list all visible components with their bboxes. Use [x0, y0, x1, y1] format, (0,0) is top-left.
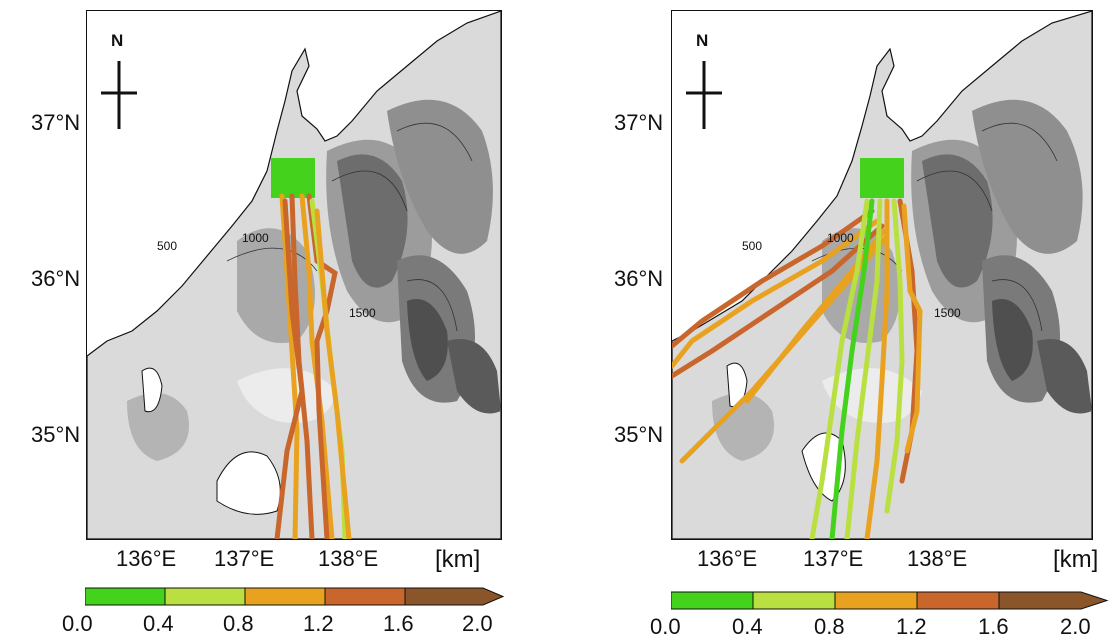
- colorbar-tick: 0.0: [650, 614, 681, 639]
- colorbar-tick: 0.8: [223, 611, 254, 636]
- north-arrow: [686, 61, 722, 129]
- colorbar-left: [85, 587, 505, 606]
- contour-label: 1500: [934, 306, 961, 320]
- colorbar-tick: 2.0: [1060, 614, 1091, 639]
- unit-label: [km]: [435, 546, 481, 573]
- terrain-map-right: [672, 11, 1092, 539]
- contour-label: 1000: [827, 231, 854, 245]
- north-label: N: [111, 31, 124, 50]
- map-area-right: N 500 1000 1500: [671, 10, 1093, 540]
- latitude-label-37: 37°N: [614, 110, 664, 135]
- north-arrow: [101, 61, 137, 129]
- unit-label: [km]: [1053, 546, 1099, 573]
- longitude-label-137: 137°E: [214, 546, 275, 571]
- terrain-map-left: [87, 11, 501, 539]
- colorbar-tick: 1.2: [303, 611, 334, 636]
- longitude-label-138: 138°E: [907, 546, 968, 571]
- colorbar-tick: 0.0: [62, 611, 93, 636]
- contour-label: 500: [157, 239, 178, 253]
- contour-label: 1500: [349, 306, 376, 320]
- contour-label: 1000: [242, 231, 269, 245]
- contour-label: 500: [742, 239, 763, 253]
- longitude-label-137: 137°E: [803, 546, 864, 571]
- longitude-label-136: 136°E: [116, 546, 177, 571]
- colorbar-tick: 1.2: [896, 614, 927, 639]
- colorbar-tick: 0.4: [732, 614, 763, 639]
- colorbar-tick: 1.6: [383, 611, 414, 636]
- colorbar-tick: 0.8: [814, 614, 845, 639]
- colorbar-tick: 0.4: [143, 611, 174, 636]
- colorbar-tick: 2.0: [462, 611, 493, 636]
- latitude-label-35: 35°N: [614, 422, 664, 447]
- north-label: N: [696, 31, 709, 50]
- latitude-label-35: 35°N: [31, 422, 81, 447]
- colorbar-tick: 1.6: [978, 614, 1009, 639]
- latitude-label-37: 37°N: [31, 110, 81, 135]
- latitude-label-36: 36°N: [31, 266, 81, 291]
- latitude-label-36: 36°N: [614, 266, 664, 291]
- longitude-label-136: 136°E: [697, 546, 758, 571]
- colorbar-right: [671, 591, 1109, 610]
- longitude-label-138: 138°E: [318, 546, 379, 571]
- map-area-left: N 500 1000 1500: [86, 10, 502, 540]
